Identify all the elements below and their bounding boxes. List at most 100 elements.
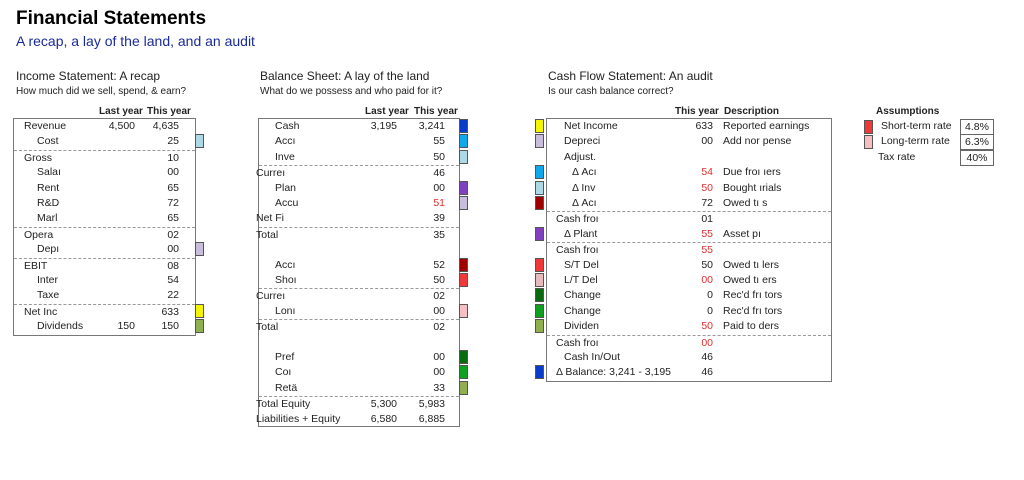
this-year-value: 633 — [161, 305, 179, 318]
color-swatch — [459, 350, 468, 364]
description: Reported earnings — [723, 120, 810, 132]
last-year-value: 3,195 — [370, 120, 397, 132]
table-row: EBIT 08 — [14, 257, 195, 274]
color-swatch — [459, 365, 468, 380]
table-row: Cash froı 55 — [547, 242, 831, 258]
color-swatch — [459, 380, 468, 395]
row-label: Lonı — [275, 304, 296, 317]
color-swatch — [864, 135, 873, 150]
this-year-value: 72 — [167, 197, 179, 209]
row-label: Marl — [37, 212, 58, 225]
table-row: Curreı 46 — [256, 165, 459, 181]
this-year-value: 00 — [701, 274, 713, 286]
this-year-value: 51 — [433, 197, 445, 209]
this-year-value: 10 — [167, 151, 179, 164]
table-row: Retä 33 — [259, 381, 459, 396]
row-label: Depreci — [564, 135, 601, 148]
this-year-value: 55 — [433, 135, 445, 148]
description: Bought ırials — [723, 181, 782, 194]
description: Asset pı — [723, 227, 761, 240]
this-year-value: 22 — [167, 289, 179, 302]
color-swatch — [195, 319, 204, 334]
this-year-value: 5,983 — [418, 398, 445, 411]
this-year-value: 50 — [701, 320, 713, 333]
row-label: Dividends — [37, 320, 84, 333]
this-year-value: 39 — [433, 212, 445, 225]
page-subtitle: A recap, a lay of the land, and an audit — [16, 33, 255, 49]
this-year-value: 52 — [433, 258, 445, 271]
row-label: S/T Del — [564, 258, 599, 271]
row-label: Net Inc — [24, 305, 58, 318]
balance-subtitle: What do we possess and who paid for it? — [260, 86, 443, 97]
row-label: Retä — [275, 381, 298, 394]
table-row: Accu 51 — [259, 196, 459, 211]
this-year-value: 54 — [167, 274, 179, 286]
this-year-value: 50 — [433, 274, 445, 286]
table-row: Rent 65 — [14, 181, 195, 196]
this-year-value: 65 — [167, 181, 179, 194]
cashflow-col-desc: Description — [724, 106, 780, 117]
row-label: Curreı — [256, 290, 286, 303]
this-year-value: 00 — [701, 336, 713, 349]
row-label: Gross — [24, 151, 53, 164]
row-label: Rent — [37, 181, 60, 194]
color-swatch — [535, 319, 544, 334]
this-year-value: 35 — [433, 228, 445, 241]
this-year-value: 00 — [701, 135, 713, 148]
row-label: Total Equity — [256, 398, 311, 411]
color-swatch — [459, 303, 468, 318]
income-col-last: Last year — [99, 106, 143, 117]
row-label: Change — [564, 289, 601, 302]
this-year-value: 02 — [433, 321, 445, 334]
table-row: Curreı 02 — [256, 288, 459, 304]
this-year-value: 150 — [161, 320, 179, 333]
color-swatch — [459, 180, 468, 195]
this-year-value: 01 — [701, 213, 713, 226]
this-year-value: 00 — [167, 243, 179, 256]
color-swatch — [535, 134, 544, 149]
table-row: Inter 54 — [14, 273, 195, 288]
color-swatch — [459, 119, 468, 133]
table-row: Liabilities + Equity 6,580 6,885 — [256, 412, 459, 427]
row-label: Taxe — [37, 289, 60, 302]
table-row: Revenue 4,500 4,635 — [14, 119, 195, 134]
description: Rec'd frı tors — [723, 289, 783, 302]
table-row: S/T Del 50 Owed tı lers — [547, 258, 831, 273]
last-year-value: 6,580 — [370, 412, 397, 425]
this-year-value: 6,885 — [418, 412, 445, 425]
table-row: Depı 00 — [14, 242, 195, 257]
table-row: Total Equity 5,300 5,983 — [256, 396, 459, 412]
cashflow-subtitle: Is our cash balance correct? — [548, 86, 674, 97]
this-year-value: 633 — [695, 120, 713, 132]
row-label: Cash froı — [556, 213, 599, 226]
cashflow-col-this: This year — [675, 106, 719, 117]
table-row: Cash froı 00 — [547, 334, 831, 351]
table-row: Cash froı 01 — [547, 211, 831, 227]
row-label: EBIT — [24, 259, 48, 272]
color-swatch — [535, 165, 544, 180]
row-label: Accu — [275, 197, 299, 209]
row-label: Coı — [275, 366, 292, 379]
row-label: Adjust. — [564, 150, 597, 163]
this-year-value: 02 — [433, 290, 445, 303]
this-year-value: 50 — [701, 258, 713, 271]
row-label: Depı — [37, 243, 60, 256]
table-row: L/T Del 00 Owed tı ers — [547, 273, 831, 288]
table-row: Inve 50 — [259, 150, 459, 165]
assumption-label: Tax rate — [878, 150, 916, 163]
table-row: Marl 65 — [14, 211, 195, 226]
this-year-value: 33 — [433, 381, 445, 394]
income-subtitle: How much did we sell, spend, & earn? — [16, 86, 187, 97]
color-swatch — [459, 149, 468, 164]
description: Owed tı lers — [723, 258, 780, 271]
this-year-value: 02 — [167, 228, 179, 241]
table-row: Dividen 50 Paid to ders — [547, 319, 831, 334]
table-row: Lonı 00 — [259, 304, 459, 319]
color-swatch — [459, 273, 468, 287]
row-label: Plan — [275, 181, 297, 194]
color-swatch — [535, 226, 544, 241]
table-row: Adjust. — [547, 150, 831, 165]
table-row: Taxe 22 — [14, 288, 195, 303]
table-row: Accı 52 — [259, 258, 459, 273]
income-col-this: This year — [147, 106, 191, 117]
